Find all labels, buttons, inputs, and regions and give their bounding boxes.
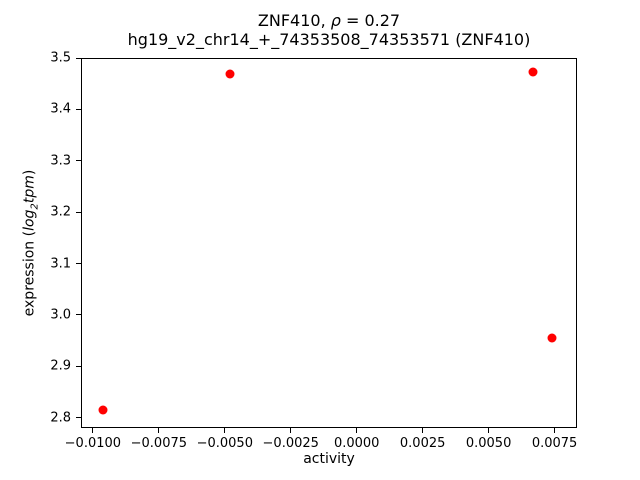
y-tick-label: 3.5 [50,50,71,66]
y-tick-label: 3.3 [50,153,71,169]
title-gene-label: ZNF410, [257,11,331,30]
chart-title: ZNF410, ρ = 0.27 hg19_v2_chr14_+_7435350… [81,11,577,49]
x-tick-label: 0.0000 [333,436,380,451]
x-tick [488,428,490,433]
y-tick-label: 2.9 [50,358,71,374]
chart-title-line2: hg19_v2_chr14_+_74353508_74353571 (ZNF41… [127,30,531,49]
y-tick-label: 3.2 [50,204,71,220]
data-point [225,69,235,79]
title-rho-symbol: ρ [330,11,341,30]
x-axis-label: activity [303,451,355,467]
x-tick-label: −0.0100 [64,436,122,451]
data-point [528,67,538,77]
y-tick [76,160,81,162]
y-tick [76,263,81,265]
y-tick-label: 3.0 [50,307,71,323]
y-tick-label: 2.8 [50,410,71,426]
x-tick-label: 0.0050 [465,436,512,451]
x-tick [158,428,160,433]
title-rho-value: = 0.27 [340,11,401,30]
y-tick [76,417,81,419]
ylabel-math-tpm: tpm [21,175,38,204]
x-tick [356,428,358,433]
y-tick [76,108,81,110]
x-tick-label: −0.0075 [130,436,188,451]
data-point [98,405,108,415]
y-tick [76,57,81,59]
y-axis-label: expression (log2tpm) [22,170,41,317]
ylabel-text: expression ( [21,230,38,317]
x-tick [290,428,292,433]
ylabel-close-paren: ) [21,169,38,176]
x-tick [554,428,556,433]
x-tick [422,428,424,433]
y-tick [76,314,81,316]
y-tick-label: 3.1 [50,256,71,272]
x-tick-label: −0.0025 [262,436,319,451]
plot-area [81,58,577,428]
x-tick [92,428,94,433]
y-tick [76,211,81,213]
x-tick [224,428,226,433]
x-tick-label: −0.0050 [196,436,253,451]
chart-title-line1: ZNF410, ρ = 0.27 [81,11,577,30]
x-tick-label: 0.0075 [531,436,578,451]
y-tick-label: 3.4 [50,101,71,117]
data-point [547,333,557,343]
x-tick-label: 0.0025 [399,436,446,451]
y-tick [76,365,81,367]
